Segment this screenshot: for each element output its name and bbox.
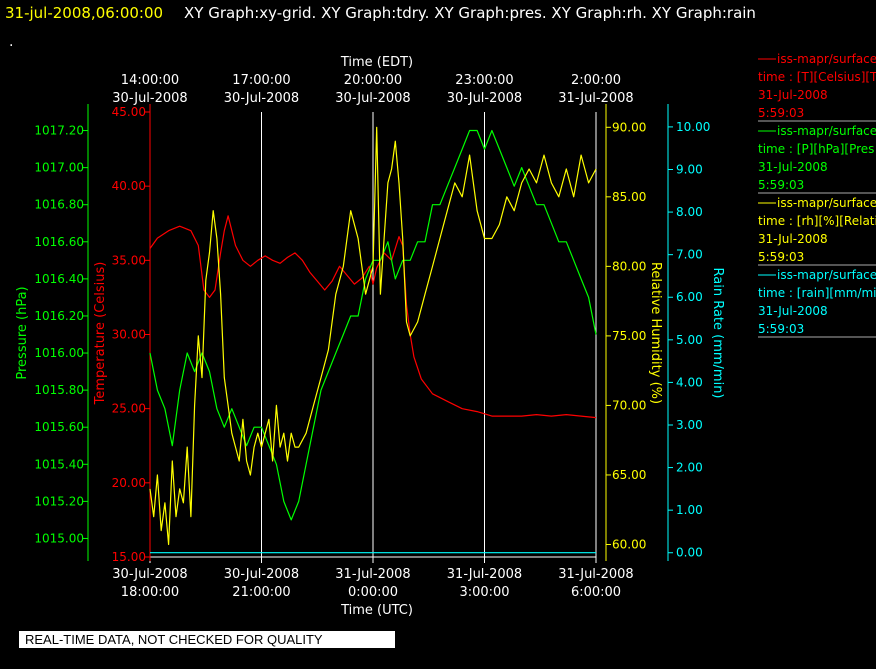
bottom-time-axis: Time (UTC) 30-Jul-2008 18:00:00 30-Jul-200… [112,557,634,618]
value-axes: Pressure (hPa) Temperature (Celsius) Rel… [15,104,725,564]
pressure-tick-label: 1016.20 [34,309,84,323]
humidity-tick-label: 80.00 [612,259,646,273]
legend-name: iss-mapr/surface [777,196,876,210]
top-tick-time: 23:00:00 [455,73,513,88]
legend-entry-humidity: iss-mapr/surface time : [rh][%][Relati 3… [758,196,876,266]
pressure-tick-label: 1015.60 [34,420,84,434]
top-tick-time: 2:00:00 [571,73,621,88]
humidity-axis-label: Relative Humidity (%) [648,262,663,404]
legend: iss-mapr/surface time : [T][Celsius][T 3… [758,52,876,338]
legend-time: 5:59:03 [758,106,804,120]
pressure-tick-label: 1015.20 [34,494,84,508]
bottom-tick-date: 31-Jul-2008 [558,567,633,582]
top-tick-time: 20:00:00 [344,73,402,88]
legend-date: 31-Jul-2008 [758,160,828,174]
rain-tick-label: 2.00 [676,461,703,475]
temperature-tick-label: 25.00 [112,402,146,416]
legend-name: iss-mapr/surface [777,124,876,138]
legend-name: iss-mapr/surface [777,52,876,66]
bottom-tick-time: 3:00:00 [459,585,509,600]
top-time-axis: Time (EDT) 14:00:00 30-Jul-2008 17:00:00 30… [112,55,633,106]
bottom-tick-time: 21:00:00 [232,585,290,600]
header-dot: . [9,34,13,50]
rain-tick-label: 10.00 [676,120,710,134]
bottom-tick-date: 30-Jul-2008 [112,567,187,582]
bottom-tick-date: 30-Jul-2008 [224,567,299,582]
rain-tick-label: 0.00 [676,546,703,560]
top-tick-date: 31-Jul-2008 [558,91,633,106]
legend-time: 5:59:03 [758,178,804,192]
pressure-tick-label: 1017.00 [34,161,84,175]
legend-entry-rain: iss-mapr/surface time : [rain][mm/min 31… [758,268,876,338]
rain-tick-label: 6.00 [676,290,703,304]
top-tick-date: 30-Jul-2008 [447,91,522,106]
pressure-axis-label: Pressure (hPa) [15,286,30,379]
legend-detail: time : [rh][%][Relati [758,214,876,228]
rain-axis-label: Rain Rate (mm/min) [710,267,725,398]
top-axis-label: Time (EDT) [340,55,413,70]
rain-tick-label: 9.00 [676,162,703,176]
top-tick-time: 17:00:00 [232,73,290,88]
legend-detail: time : [P][hPa][Pres [758,142,874,156]
humidity-tick-label: 90.00 [612,120,646,134]
humidity-tick-label: 75.00 [612,329,646,343]
legend-name: iss-mapr/surface [777,268,876,282]
pressure-tick-label: 1015.80 [34,383,84,397]
bottom-axis-label: Time (UTC) [340,603,413,618]
series-line-humidity [149,126,597,546]
temperature-tick-label: 40.00 [112,179,146,193]
top-tick-date: 30-Jul-2008 [224,91,299,106]
header-graph-list: XY Graph:xy-grid. XY Graph:tdry. XY Grap… [184,4,756,22]
humidity-tick-label: 60.00 [612,537,646,551]
temperature-tick-label: 35.00 [112,253,146,267]
humidity-tick-label: 70.00 [612,398,646,412]
legend-date: 31-Jul-2008 [758,88,828,102]
rain-tick-label: 5.00 [676,333,703,347]
legend-detail: time : [rain][mm/min [758,286,876,300]
rain-tick-label: 1.00 [676,503,703,517]
rain-tick-label: 4.00 [676,375,703,389]
bottom-tick-date: 31-Jul-2008 [447,567,522,582]
temperature-tick-label: 15.00 [112,550,146,564]
legend-entry-pressure: iss-mapr/surface time : [P][hPa][Pres 31… [758,124,876,194]
series-layer [149,126,597,554]
pressure-tick-label: 1015.00 [34,531,84,545]
time-gridlines [261,112,485,557]
pressure-tick-label: 1017.20 [34,124,84,138]
rain-tick-label: 7.00 [676,248,703,262]
legend-date: 31-Jul-2008 [758,304,828,318]
legend-time: 5:59:03 [758,322,804,336]
bottom-tick-time: 0:00:00 [348,585,398,600]
bottom-tick-time: 18:00:00 [121,585,179,600]
top-tick-date: 30-Jul-2008 [112,91,187,106]
temperature-tick-label: 30.00 [112,328,146,342]
legend-detail: time : [T][Celsius][T [758,70,876,84]
rain-tick-label: 8.00 [676,205,703,219]
header-timestamp: 31-jul-2008,06:00:00 [5,4,163,22]
quality-banner: REAL-TIME DATA, NOT CHECKED FOR QUALITY [19,631,395,648]
top-tick-time: 14:00:00 [121,73,179,88]
pressure-tick-label: 1016.80 [34,198,84,212]
temperature-tick-label: 20.00 [112,476,146,490]
legend-time: 5:59:03 [758,250,804,264]
temperature-tick-label: 45.00 [112,105,146,119]
bottom-tick-date: 31-Jul-2008 [335,567,410,582]
pressure-tick-label: 1016.00 [34,346,84,360]
legend-date: 31-Jul-2008 [758,232,828,246]
bottom-tick-time: 6:00:00 [571,585,621,600]
pressure-tick-label: 1015.40 [34,457,84,471]
temperature-axis-label: Temperature (Celsius) [93,262,108,406]
top-tick-date: 30-Jul-2008 [335,91,410,106]
legend-entry-temperature: iss-mapr/surface time : [T][Celsius][T 3… [758,52,876,122]
pressure-tick-label: 1016.40 [34,272,84,286]
pressure-tick-label: 1016.60 [34,235,84,249]
humidity-tick-label: 85.00 [612,190,646,204]
rain-tick-label: 3.00 [676,418,703,432]
humidity-tick-label: 65.00 [612,468,646,482]
